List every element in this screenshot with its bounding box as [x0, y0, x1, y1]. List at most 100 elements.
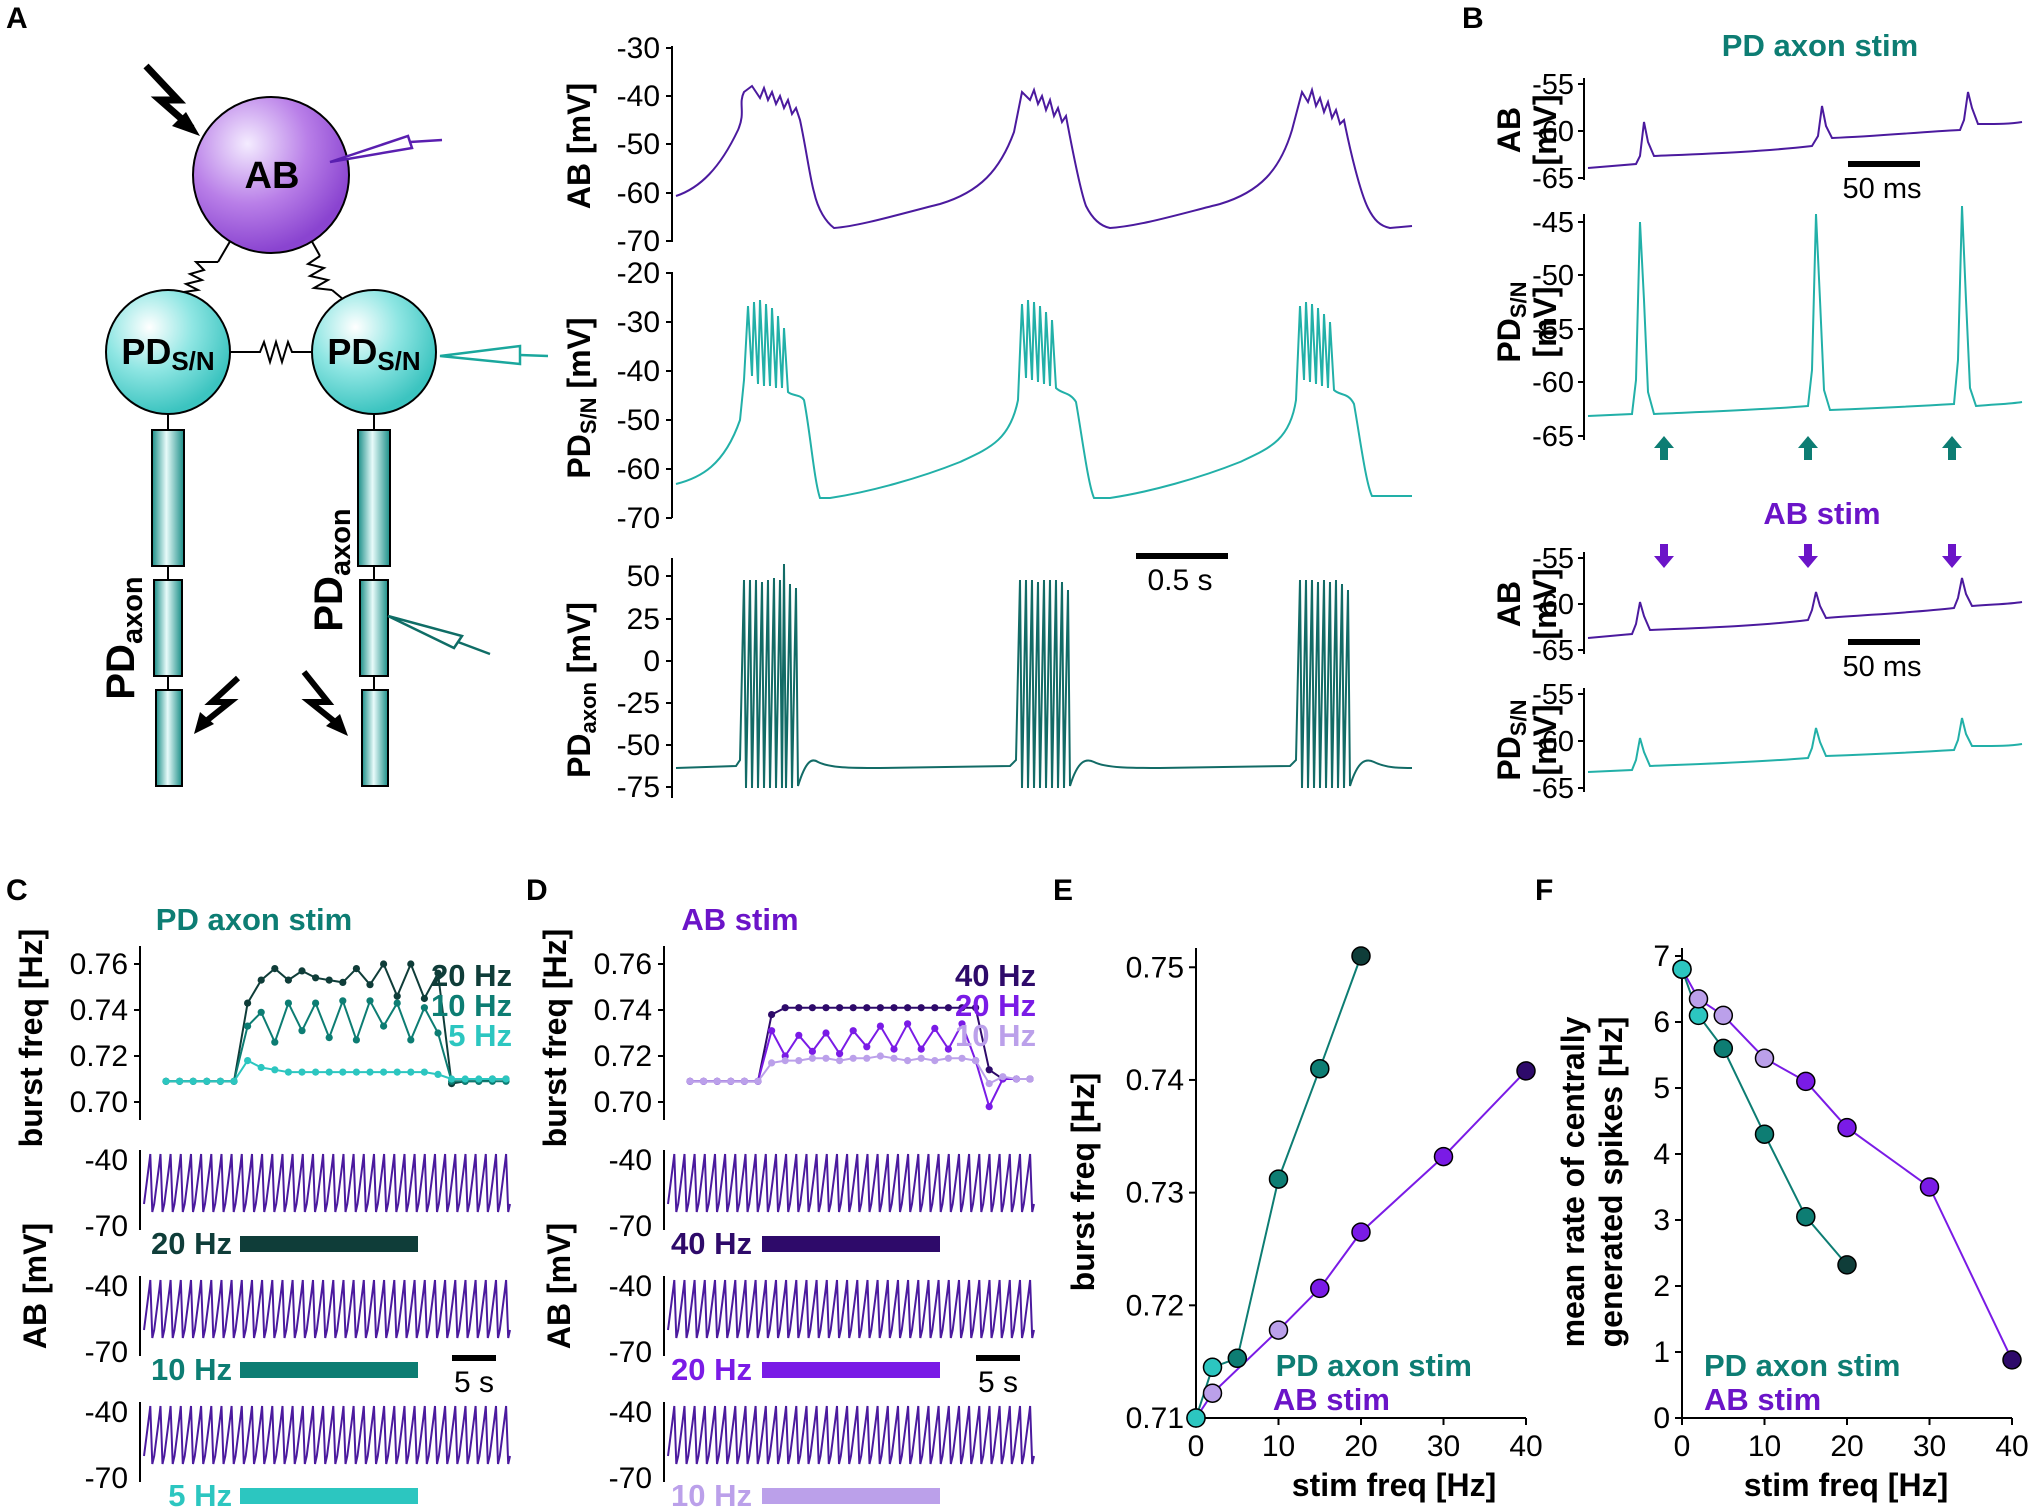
f-point-1-2 [1713, 1005, 1734, 1026]
panel-b: PD axon stim -55 -60 -65 AB [mV] 50 ms -… [1491, 28, 2023, 805]
d-btick-3: 0.70 [594, 1086, 652, 1119]
c-burst-plot-point-2-23 [475, 1075, 483, 1083]
f-point-0-2 [1713, 1038, 1734, 1059]
d-burst-plot-point-2-6 [768, 1059, 776, 1067]
axon-trace-ticks: 50 25 0 -25 -50 -75 [617, 560, 672, 804]
panel-b-title-ab: AB stim [1763, 496, 1880, 531]
pd-axon-left-idx: axon [117, 576, 149, 644]
e-legend-ab: AB stim [1273, 1382, 1390, 1417]
c-burst-plot-point-2-17 [393, 1068, 401, 1076]
panel-a-traces: -30 -40 -50 -60 -70 AB [mV] -20 -30 -40 … [561, 32, 1413, 804]
pd-right-label: PDS/N [327, 331, 420, 376]
f-ylabel-line2: generated spikes [Hz] [1593, 1017, 1629, 1348]
d-burst-plot-point-0-7 [781, 1004, 789, 1012]
b-pd2-tick-0: -55 [1532, 679, 1574, 711]
e-point-1-3 [1310, 1278, 1330, 1299]
ab-neuron [192, 96, 350, 254]
ab-tick-4: -70 [617, 225, 660, 258]
scalebar-a-label: 0.5 s [1147, 564, 1212, 597]
b-pd1-idx: S/N [1506, 281, 1531, 318]
ab-tick-2: -50 [617, 128, 660, 161]
scalebar-b2-label: 50 ms [1843, 651, 1922, 683]
d-burst-plot-point-2-13 [863, 1054, 871, 1062]
axon-tick-1: 25 [627, 603, 660, 636]
d-burst-plot-point-0-19 [944, 1004, 953, 1012]
pd-right-idx: S/N [377, 346, 420, 376]
d-burst-plot-point-2-11 [836, 1057, 844, 1065]
c-burst-plot-point-2-14 [352, 1068, 360, 1076]
c-burst-plot-point-2-24 [488, 1075, 496, 1083]
b-pd1-tick-3: -60 [1532, 367, 1574, 399]
f-xlabel: stim freq [Hz] [1744, 1467, 1948, 1503]
pd-axon-right-idx: axon [325, 508, 357, 576]
f-point-1-7 [2002, 1350, 2022, 1370]
d-burst-plot-point-1-8 [795, 1031, 803, 1039]
ab-tick-3: -60 [617, 177, 660, 210]
d-burst-plot-point-2-15 [890, 1054, 898, 1062]
d-burst-plot-point-2-18 [931, 1057, 939, 1065]
d-burst-ylabel: burst freq [Hz] [537, 929, 573, 1148]
b-pd1-main: PD [1491, 318, 1527, 362]
f-point-0-1 [1688, 1005, 1709, 1026]
b-stim-arrows-pd [1654, 436, 1962, 460]
b-ab1-unit: [mV] [1527, 94, 1563, 165]
c-burst-plot-point-2-0 [162, 1077, 170, 1085]
d-burst-plot-point-0-9 [808, 1004, 817, 1012]
d-burst-plot-point-1-6 [768, 1027, 776, 1035]
c-burst-plot-point-2-7 [257, 1063, 265, 1072]
f-series-line-1 [1681, 968, 2013, 1361]
c-btick-2: 0.72 [70, 1040, 128, 1073]
d-btick-0: 0.76 [594, 948, 652, 981]
f-point-1-4 [1796, 1071, 1816, 1092]
d-stim-bar-10hz [762, 1488, 940, 1504]
panel-d-title: AB stim [681, 902, 798, 937]
axon-tick-3: -25 [617, 687, 660, 720]
b-ab1-tick-2: -65 [1532, 163, 1574, 195]
f-legend-ab: AB stim [1704, 1382, 1821, 1417]
d-burst-plot-point-0-10 [822, 1004, 830, 1012]
c-burst-plot-point-1-11 [312, 999, 320, 1007]
axon-ylabel-unit: [mV] [561, 602, 597, 682]
c-t3-tick-0: -40 [85, 1396, 128, 1429]
e-xlabel: stim freq [Hz] [1292, 1467, 1496, 1503]
d-t2-tick-1: -70 [609, 1336, 652, 1369]
f-ytick-5: 5 [1653, 1072, 1670, 1105]
panel-d: AB stim 0.76 0.74 0.72 0.70 burst freq [… [537, 902, 1036, 1509]
c-legend-10hz: 10 Hz [431, 988, 512, 1023]
d-stim-bar-40hz [762, 1236, 940, 1252]
c-burst-plot [162, 960, 510, 1088]
d-burst-plot-point-0-20 [958, 1004, 966, 1012]
c-burst-ticks: 0.76 0.74 0.72 0.70 [70, 948, 140, 1119]
c-burst-plot-point-1-12 [325, 1034, 333, 1042]
f-point-1-0 [1672, 959, 1692, 979]
f-ytick-2: 2 [1653, 1270, 1670, 1303]
c-burst-plot-point-0-11 [312, 974, 320, 982]
d-burst-ticks: 0.76 0.74 0.72 0.70 [594, 948, 664, 1119]
pd-ylabel-main: PD [561, 434, 597, 478]
c-burst-plot-point-1-6 [244, 1022, 252, 1030]
pd-axon-right-main: PD [307, 576, 351, 632]
e-plot [1186, 946, 1536, 1428]
d-burst-plot-point-1-11 [836, 1050, 844, 1058]
e-point-1-0 [1186, 1408, 1206, 1428]
b-pd2-unit: [mV] [1527, 704, 1563, 775]
c-burst-plot-point-0-20 [434, 969, 442, 977]
scalebar-b1-label: 50 ms [1843, 173, 1922, 205]
ab-tick-1: -40 [617, 80, 660, 113]
b-pd2-idx: S/N [1506, 699, 1531, 736]
c-burst-plot-point-0-10 [298, 967, 306, 975]
f-xtick-3: 30 [1913, 1430, 1946, 1463]
c-burst-plot-point-2-18 [407, 1068, 415, 1076]
c-t2-tick-1: -70 [85, 1336, 128, 1369]
c-burst-plot-point-1-8 [271, 1038, 279, 1046]
d-burst-plot-point-1-19 [944, 1045, 953, 1053]
e-point-0-4 [1310, 1058, 1330, 1079]
c-btick-0: 0.76 [70, 948, 128, 981]
pd-ylabel-unit: [mV] [561, 317, 597, 397]
b-ab-trace-1 [1587, 91, 2023, 169]
d-burst-plot-point-0-21 [972, 1004, 980, 1012]
d-burst-plot-point-2-10 [822, 1054, 830, 1062]
e-point-0-3 [1268, 1169, 1289, 1189]
c-burst-ylabel: burst freq [Hz] [13, 929, 49, 1148]
f-point-1-5 [1837, 1117, 1857, 1138]
